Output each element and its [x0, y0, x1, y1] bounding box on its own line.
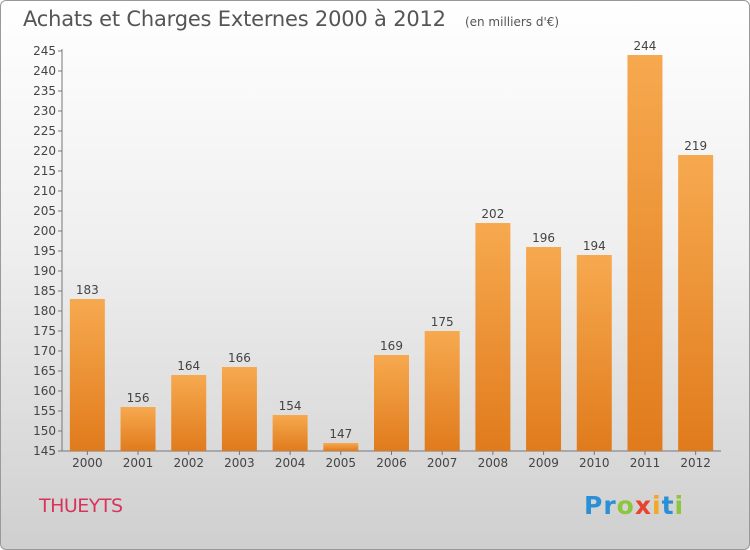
x-tick-label: 2012 — [680, 456, 711, 470]
logo-letter: i — [652, 491, 662, 520]
bar-2006[interactable] — [374, 355, 409, 451]
x-tick-label: 2008 — [478, 456, 509, 470]
y-tick-label: 165 — [33, 364, 56, 378]
bar-2007[interactable] — [424, 331, 460, 451]
y-tick-label: 195 — [33, 244, 56, 258]
y-tick-label: 155 — [33, 404, 56, 418]
x-tick-label: 2003 — [224, 456, 255, 470]
proxiti-logo[interactable]: Proxiti — [584, 491, 684, 520]
bar-value-label: 156 — [127, 391, 150, 405]
y-tick-label: 190 — [33, 264, 56, 278]
x-tick-label: 2005 — [326, 456, 357, 470]
y-tick-label: 160 — [33, 384, 56, 398]
logo-letter: x — [634, 491, 652, 520]
bar-2005[interactable] — [323, 443, 359, 451]
x-tick-label: 2009 — [528, 456, 559, 470]
y-tick-label: 200 — [33, 224, 56, 238]
bar-value-label: 194 — [583, 239, 606, 253]
bar-2000[interactable] — [69, 299, 105, 451]
bar-value-label: 202 — [481, 207, 504, 221]
bar-value-label: 169 — [380, 339, 403, 353]
x-tick-label: 2007 — [427, 456, 458, 470]
bar-value-label: 164 — [177, 359, 200, 373]
x-tick-label: 2002 — [173, 456, 204, 470]
y-tick-label: 220 — [33, 144, 56, 158]
bar-value-label: 166 — [228, 351, 251, 365]
bar-2004[interactable] — [272, 415, 308, 451]
bar-2003[interactable] — [221, 367, 257, 451]
title-row: Achats et Charges Externes 2000 à 2012 (… — [23, 7, 559, 31]
bar-value-label: 147 — [329, 427, 352, 441]
y-tick-label: 230 — [33, 104, 56, 118]
logo-letter: o — [616, 491, 635, 520]
y-tick-label: 210 — [33, 184, 56, 198]
bar-value-label: 154 — [279, 399, 302, 413]
bar-value-label: 175 — [431, 315, 454, 329]
x-tick-label: 2006 — [376, 456, 407, 470]
logo-letter: t — [661, 491, 675, 520]
logo-letter: r — [603, 491, 617, 520]
bar-layer: 183 156 164 166 154 147 169 175 202 196 194 244 219 — [69, 39, 714, 451]
bar-value-label: 244 — [634, 39, 657, 53]
commune-name: THUEYTS — [39, 495, 123, 517]
bar-value-label: 196 — [532, 231, 555, 245]
bar-2008[interactable] — [475, 223, 511, 451]
bar-2009[interactable] — [526, 247, 562, 451]
y-tick-label: 240 — [33, 64, 56, 78]
chart-title: Achats et Charges Externes 2000 à 2012 — [23, 7, 446, 31]
bar-value-label: 219 — [684, 139, 707, 153]
y-tick-label: 175 — [33, 324, 56, 338]
y-tick-label: 225 — [33, 124, 56, 138]
y-tick-label: 185 — [33, 284, 56, 298]
axis-layer: 145 150 155 160 165 170 175 180 185 190 195 200 205 2… — [33, 44, 721, 470]
chart-units: (en milliers d'€) — [464, 15, 560, 29]
y-tick-label: 215 — [33, 164, 56, 178]
y-tick-label: 180 — [33, 304, 56, 318]
x-tick-label: 2001 — [123, 456, 154, 470]
y-tick-label: 205 — [33, 204, 56, 218]
y-tick-label: 145 — [33, 444, 56, 458]
x-tick-label: 2004 — [275, 456, 306, 470]
logo-letter: i — [674, 491, 685, 520]
y-tick-label: 245 — [33, 44, 56, 58]
bar-2010[interactable] — [576, 255, 612, 451]
bar-2002[interactable] — [171, 375, 207, 451]
y-tick-label: 150 — [33, 424, 56, 438]
bar-value-label: 183 — [76, 283, 99, 297]
x-tick-label: 2010 — [579, 456, 610, 470]
bar-2012[interactable] — [678, 155, 714, 451]
bar-2001[interactable] — [120, 407, 156, 451]
y-tick-label: 235 — [33, 84, 56, 98]
bar-2011[interactable] — [627, 55, 663, 451]
logo-letter: P — [584, 491, 604, 520]
x-tick-label: 2011 — [630, 456, 661, 470]
y-tick-label: 170 — [33, 344, 56, 358]
x-tick-label: 2000 — [72, 456, 103, 470]
